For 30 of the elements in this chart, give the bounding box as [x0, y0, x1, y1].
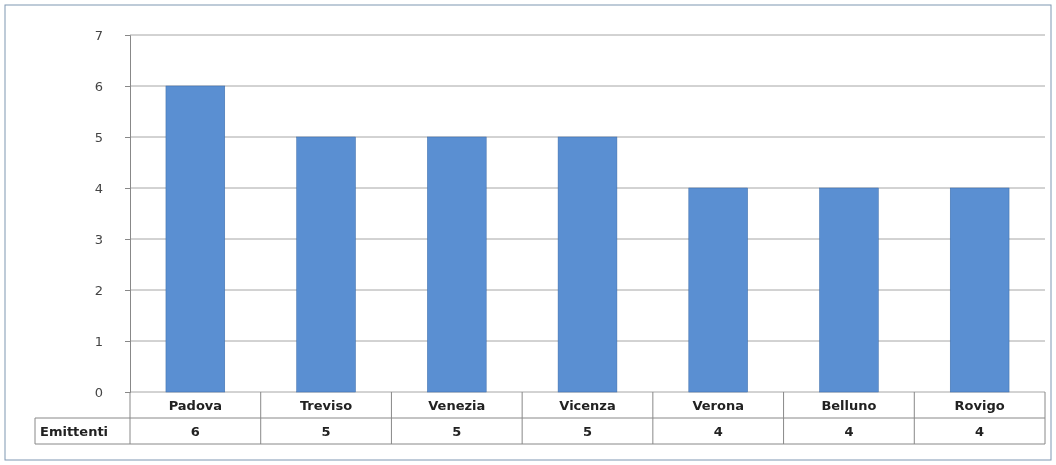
- y-tick-label: 2: [94, 282, 103, 298]
- x-tick-label: Venezia: [428, 398, 486, 413]
- y-tick-label: 4: [94, 180, 103, 196]
- bar: [949, 187, 1010, 393]
- text: Emittenti: [40, 424, 109, 439]
- data-label: 4: [844, 424, 854, 439]
- bar: [688, 187, 748, 393]
- x-tick-label: Padova: [168, 398, 223, 413]
- y-tick-label: 3: [94, 231, 103, 247]
- y-tick-label: 5: [94, 129, 103, 145]
- x-tick-label: Treviso: [299, 398, 353, 413]
- data-label: 5: [582, 424, 593, 439]
- data-label: 4: [713, 424, 723, 439]
- x-tick-label: Vicenza: [559, 398, 616, 413]
- x-tick-label: Verona: [692, 398, 744, 413]
- y-tick-label: 1: [94, 333, 103, 349]
- x-tick-label: Belluno: [821, 398, 877, 413]
- data-label: 6: [190, 424, 200, 439]
- data-label: 5: [321, 424, 331, 439]
- y-tick-label: 7: [94, 27, 103, 43]
- bar: [427, 136, 487, 393]
- y-tick-label: 0: [94, 384, 103, 400]
- y-tick-label: 6: [94, 78, 103, 94]
- bar: [557, 136, 618, 393]
- bar: [296, 136, 356, 393]
- x-tick-label: Rovigo: [954, 398, 1005, 413]
- bar: [819, 187, 879, 393]
- data-label: 4: [975, 424, 985, 439]
- bar: [165, 85, 226, 393]
- data-label: 5: [452, 424, 462, 439]
